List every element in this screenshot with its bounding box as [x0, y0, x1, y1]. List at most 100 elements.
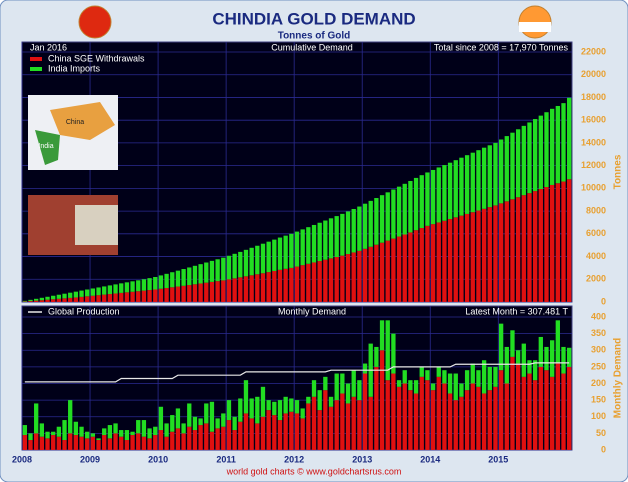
- bar: [340, 393, 345, 450]
- bar: [85, 289, 90, 297]
- bar: [28, 299, 33, 302]
- x-tick-label: 2011: [216, 454, 236, 464]
- bar: [510, 356, 515, 450]
- bar: [385, 192, 390, 241]
- bar: [34, 300, 39, 302]
- bar: [374, 244, 379, 302]
- bar: [249, 398, 254, 419]
- bar: [396, 380, 402, 387]
- bar: [294, 266, 300, 302]
- bar: [141, 436, 147, 450]
- bar: [538, 115, 543, 190]
- bar: [119, 292, 124, 302]
- bar: [255, 274, 260, 302]
- bar: [272, 239, 277, 271]
- bar: [459, 383, 464, 397]
- bar: [204, 282, 209, 302]
- bar: [323, 376, 328, 391]
- bar: [538, 366, 543, 450]
- bar: [436, 376, 441, 450]
- bar: [357, 400, 362, 450]
- bar: [187, 285, 192, 302]
- bar: [487, 145, 492, 208]
- bar: [498, 370, 504, 450]
- bar: [283, 413, 288, 450]
- bar: [209, 281, 215, 302]
- bar: [170, 431, 175, 450]
- bar: [158, 430, 164, 450]
- bar: [45, 438, 50, 450]
- title: CHINDIA GOLD DEMAND: [212, 9, 415, 28]
- bar: [45, 431, 50, 439]
- bar: [493, 366, 498, 387]
- bar: [124, 282, 130, 293]
- bar: [164, 436, 169, 450]
- line: [24, 362, 570, 383]
- bar: [130, 431, 135, 436]
- bar: [453, 217, 458, 302]
- bar: [277, 237, 283, 270]
- bar: [90, 295, 96, 302]
- bar: [555, 105, 560, 184]
- bar: [68, 297, 73, 302]
- bar: [317, 222, 322, 262]
- bar: [102, 286, 107, 295]
- bar: [328, 258, 334, 302]
- bar: [351, 370, 356, 397]
- bar: [413, 177, 419, 231]
- bar: [521, 195, 526, 302]
- bar: [22, 435, 27, 450]
- bar: [51, 299, 56, 302]
- annotation: Latest Month = 307.481 T: [465, 306, 568, 316]
- bar: [28, 433, 33, 441]
- y-tick-label: 14000: [581, 137, 606, 147]
- bar: [351, 396, 356, 450]
- bar: [436, 222, 441, 302]
- bar: [96, 438, 101, 441]
- y-tick-label: 4000: [586, 251, 606, 261]
- bar: [408, 380, 413, 391]
- bar: [300, 229, 305, 266]
- bar: [442, 383, 447, 450]
- bar: [379, 242, 385, 302]
- bar: [260, 273, 266, 302]
- bar: [51, 295, 56, 300]
- y-axis-label: Monthly Demand: [613, 338, 624, 419]
- bar: [561, 103, 566, 182]
- bar: [238, 277, 243, 302]
- bar: [481, 208, 487, 302]
- bar: [243, 276, 249, 302]
- bar: [249, 247, 254, 276]
- bar: [164, 273, 169, 289]
- bar: [22, 300, 27, 302]
- bar: [136, 420, 141, 434]
- bar: [73, 291, 79, 298]
- bar: [136, 291, 141, 302]
- bar: [357, 206, 362, 251]
- date-label: Jan 2016: [30, 42, 67, 52]
- x-tick-label: 2015: [488, 454, 508, 464]
- y-tick-label: 2000: [586, 274, 606, 284]
- bar: [340, 373, 345, 394]
- bar: [153, 277, 158, 290]
- bar: [130, 291, 135, 302]
- bar: [476, 386, 481, 450]
- bar: [260, 416, 266, 450]
- bar: [459, 396, 464, 450]
- bar: [515, 197, 521, 302]
- bar: [277, 269, 283, 302]
- bar: [175, 286, 181, 302]
- bar: [181, 269, 186, 286]
- bar: [555, 320, 560, 364]
- bar: [56, 298, 62, 302]
- bar: [226, 255, 232, 280]
- y-axis-label: Tonnes: [613, 154, 624, 189]
- y-tick-label: 50: [596, 428, 606, 438]
- bar: [419, 228, 424, 302]
- bar: [300, 418, 305, 450]
- bar: [544, 370, 549, 450]
- bar: [362, 363, 368, 374]
- bar: [340, 213, 345, 256]
- bar: [345, 254, 351, 302]
- bar: [459, 157, 464, 216]
